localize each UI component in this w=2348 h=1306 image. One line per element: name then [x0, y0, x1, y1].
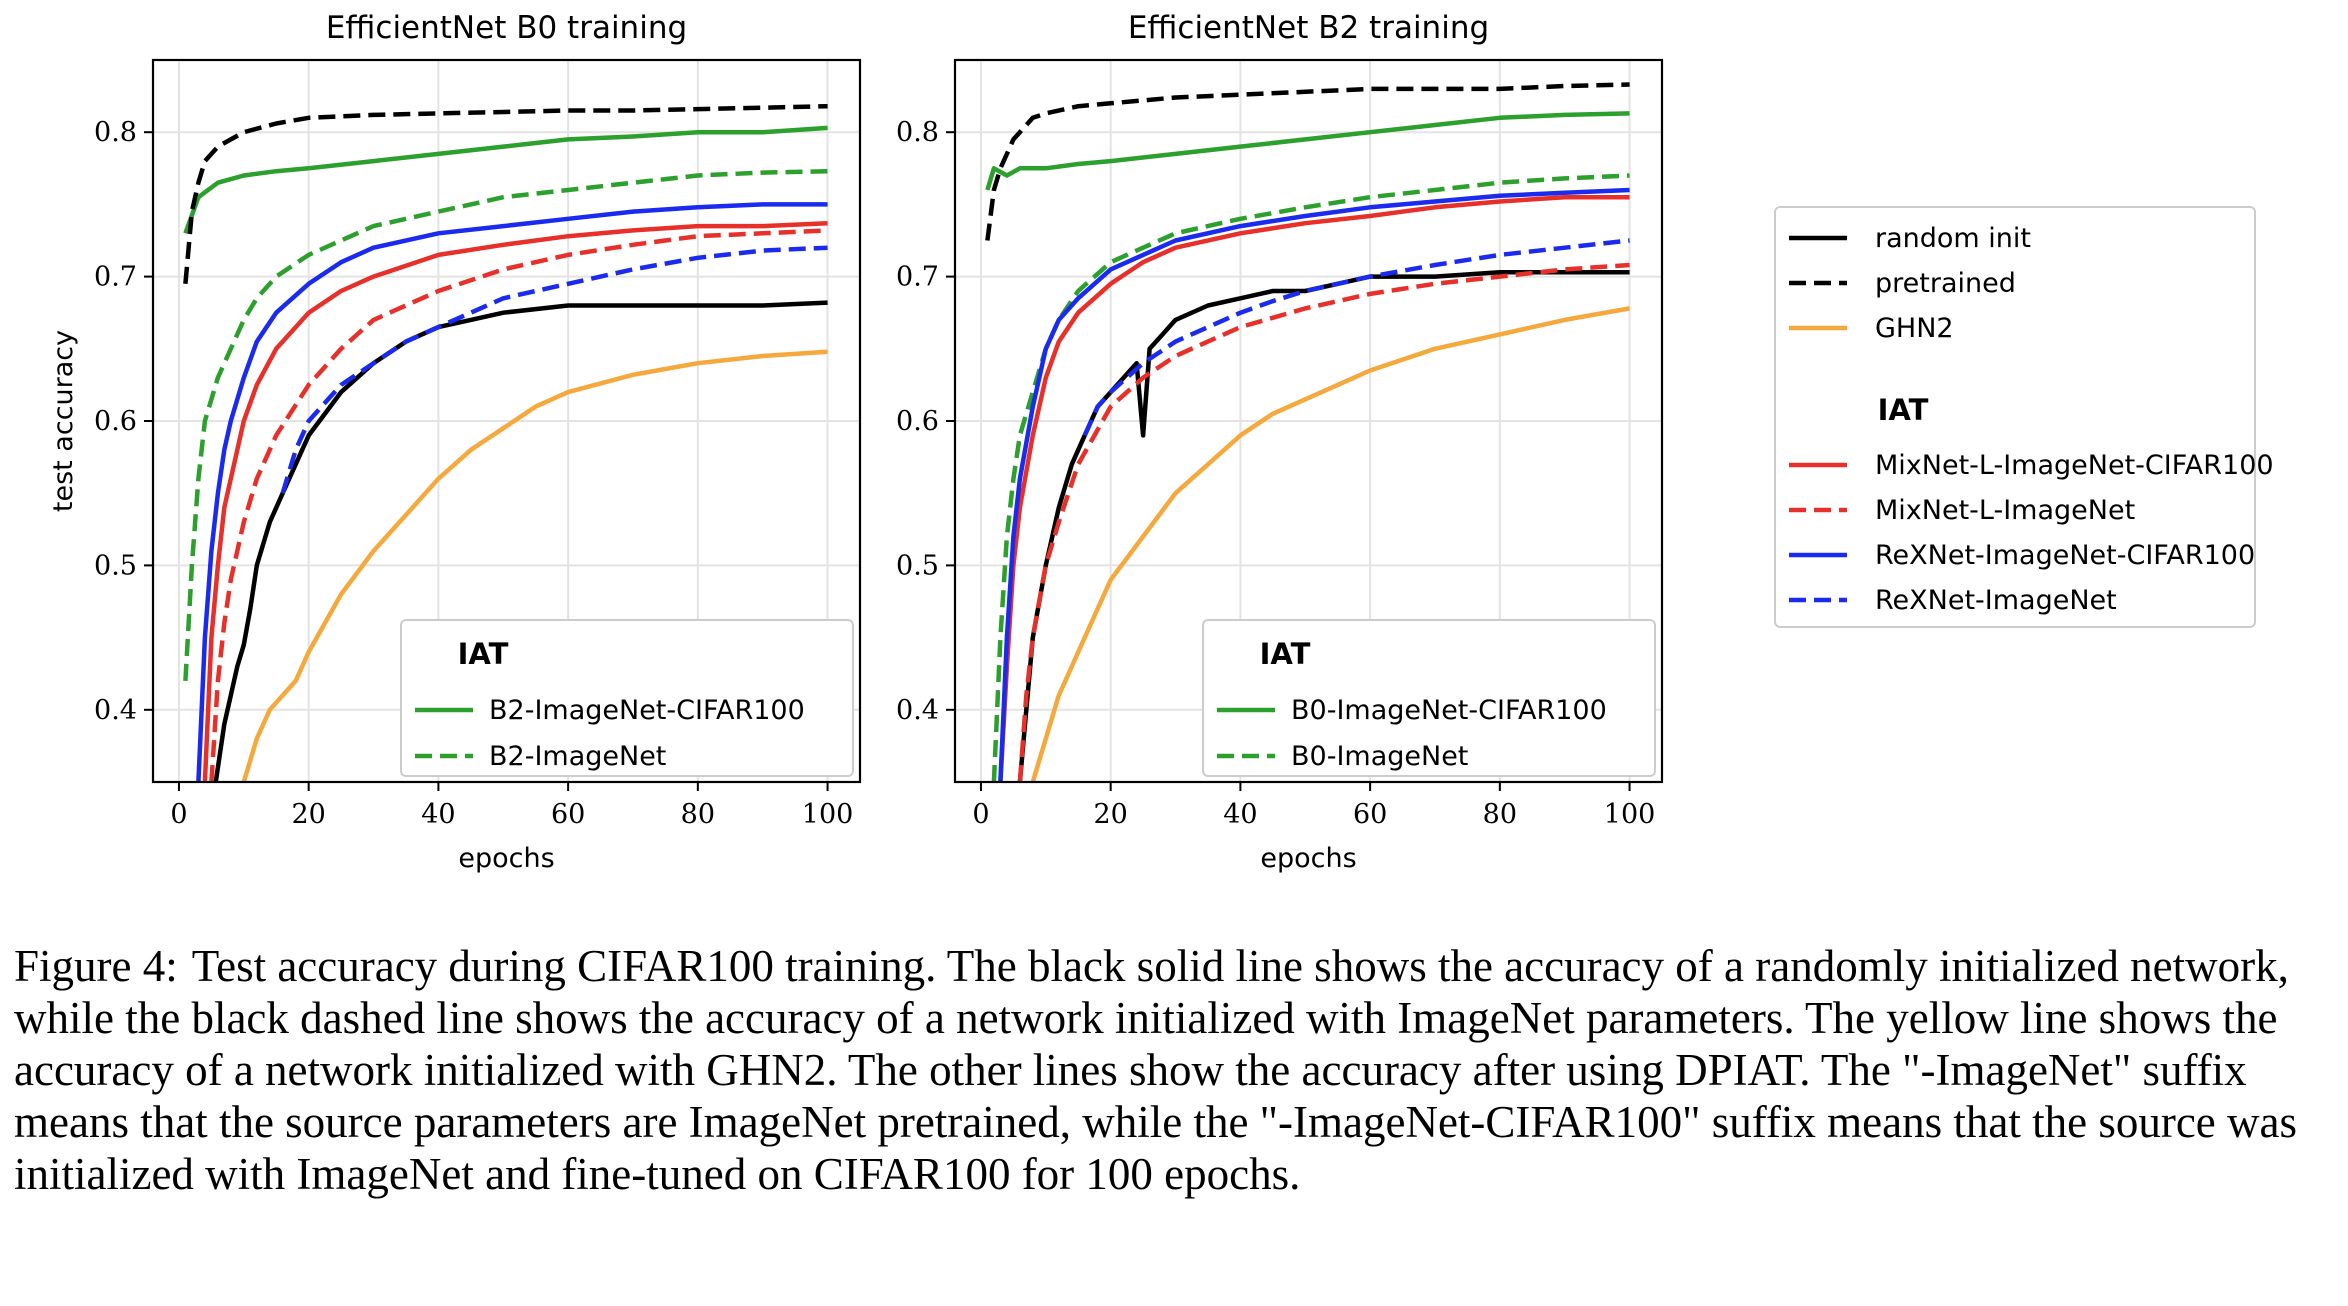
y-tick-label: 0.7 [896, 262, 939, 293]
series-line-rexnet-imagenet [1082, 238, 1630, 437]
shared-legend-title: IAT [1878, 393, 1929, 427]
y-tick-label: 0.6 [94, 406, 137, 437]
x-tick-label: 40 [1223, 799, 1257, 830]
shared-legend-label-rexnet-imagenet-cifar100: ReXNet-ImageNet-CIFAR100 [1875, 540, 2255, 571]
x-axis-label: epochs [458, 843, 554, 874]
x-tick-label: 20 [1093, 799, 1127, 830]
x-tick-label: 100 [802, 799, 854, 830]
series-line-rexnet-imagenet [280, 245, 828, 494]
y-tick-label: 0.4 [896, 695, 939, 726]
y-tick-label: 0.8 [896, 117, 939, 148]
chart-b0-training: 0 20 40 60 80 100 0.4 0.5 0.6 0.7 0.8 EfficientNet … [48, 10, 862, 874]
shared-legend: random init pretrained GHN2 IAT MixNet-L-Ima… [1774, 206, 2274, 628]
x-tick-label: 0 [170, 799, 187, 830]
legend-box [1202, 619, 1656, 777]
series-line-ghn2 [1030, 306, 1630, 782]
series-line-random-init [213, 300, 828, 782]
shared-legend-label-mixnet-l-imagenet: MixNet-L-ImageNet [1875, 495, 2135, 526]
x-tick-label: 100 [1604, 799, 1656, 830]
legend-label-b2-imagenet-cifar100: B2-ImageNet-CIFAR100 [489, 695, 805, 726]
series-line-mixnet-l-imagenet [209, 228, 828, 782]
legend-label-b0-imagenet-cifar100: B0-ImageNet-CIFAR100 [1291, 695, 1607, 726]
y-tick-label: 0.6 [896, 406, 939, 437]
y-tick-label: 0.4 [94, 695, 137, 726]
figure-caption: Figure 4: Test accuracy during CIFAR100 t… [14, 940, 2334, 1200]
series-lines [183, 103, 828, 782]
shared-legend-label-ghn2: GHN2 [1875, 313, 1954, 344]
x-tick-label: 60 [1353, 799, 1387, 830]
y-tick-label: 0.5 [94, 550, 137, 581]
legend-title: IAT [458, 637, 509, 671]
legend-box [400, 619, 854, 777]
shared-legend-label-mixnet-l-imagenet-cifar100: MixNet-L-ImageNet-CIFAR100 [1875, 450, 2274, 481]
series-line-mixnet-l-imagenet [1017, 262, 1630, 782]
chart-title: EfficientNet B0 training [326, 10, 687, 46]
series-line-b2-imagenet [183, 168, 828, 682]
figure: 0 20 40 60 80 100 0.4 0.5 0.6 0.7 0.8 EfficientNet … [48, 10, 2274, 874]
shared-legend-label-rexnet-imagenet: ReXNet-ImageNet [1875, 585, 2117, 616]
chart-title: EfficientNet B2 training [1128, 10, 1489, 46]
caption-label: Figure 4: [14, 941, 178, 991]
series-line-b0-imagenet [991, 173, 1630, 782]
series-line-pretrained [985, 82, 1630, 241]
x-axis-label: epochs [1260, 843, 1356, 874]
series-line-b2-imagenet-cifar100 [183, 125, 828, 235]
x-tick-label: 0 [972, 799, 989, 830]
legend-label-b2-imagenet: B2-ImageNet [489, 741, 666, 772]
shared-legend-box [1774, 206, 2256, 628]
x-tick-label: 40 [421, 799, 455, 830]
legend-title: IAT [1260, 637, 1311, 671]
series-line-rexnet-imagenet-cifar100 [998, 187, 1630, 782]
chart-b2-training: 0 20 40 60 80 100 0.4 0.5 0.6 0.7 0.8 EfficientNet … [896, 10, 1664, 874]
x-tick-label: 80 [1483, 799, 1517, 830]
series-lines [985, 82, 1630, 782]
series-line-pretrained [183, 103, 828, 285]
y-tick-label: 0.7 [94, 262, 137, 293]
shared-legend-label-pretrained: pretrained [1875, 268, 2016, 299]
y-tick-label: 0.8 [94, 117, 137, 148]
y-axis-label: test accuracy [48, 330, 79, 512]
caption-text: Test accuracy during CIFAR100 training. … [14, 941, 2298, 1199]
series-line-b0-imagenet-cifar100 [985, 111, 1630, 191]
series-line-mixnet-l-imagenet-cifar100 [202, 220, 828, 782]
y-tick-label: 0.5 [896, 550, 939, 581]
shared-legend-label-random-init: random init [1875, 223, 2031, 254]
series-line-ghn2 [241, 349, 828, 782]
series-line-mixnet-l-imagenet-cifar100 [998, 194, 1630, 782]
x-tick-label: 60 [551, 799, 585, 830]
x-tick-label: 80 [681, 799, 715, 830]
legend-label-b0-imagenet: B0-ImageNet [1291, 741, 1468, 772]
x-tick-label: 20 [291, 799, 325, 830]
series-line-rexnet-imagenet-cifar100 [196, 202, 828, 782]
